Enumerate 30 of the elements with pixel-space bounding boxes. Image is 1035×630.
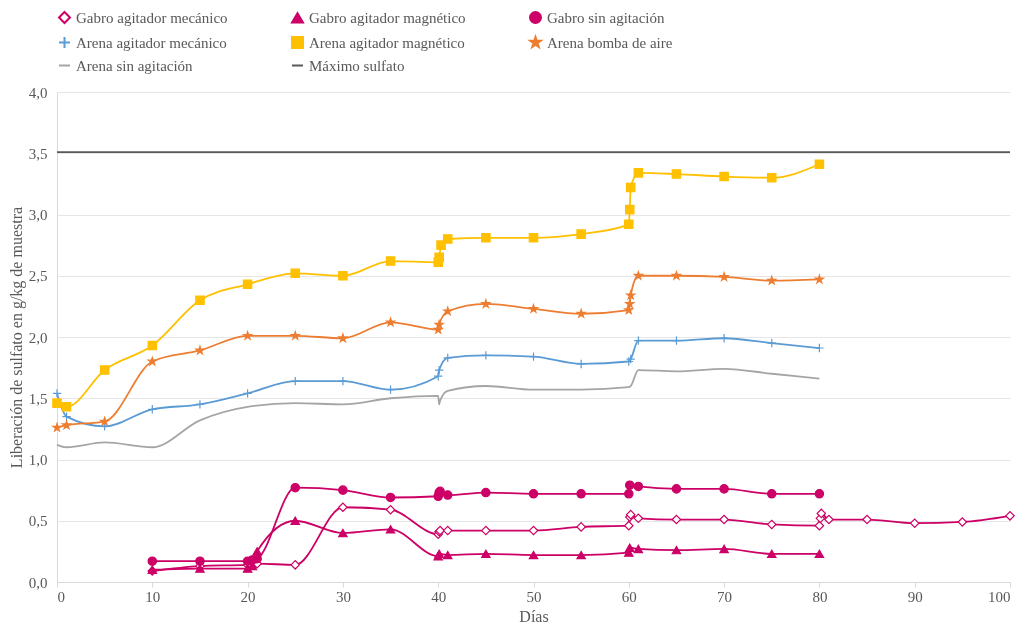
y-tick-label: 3,0	[28, 207, 48, 223]
x-tick-label: 80	[812, 588, 828, 605]
x-tick-label: 50	[526, 588, 542, 605]
legend-label: Gabro agitador mecánico	[76, 9, 228, 26]
y-tick-label: 2,0	[28, 329, 48, 346]
x-tick-label: 40	[431, 588, 447, 605]
x-tick-label: 30	[335, 588, 351, 605]
x-tick-label: 60	[621, 588, 637, 605]
y-tick-label: 0,0	[28, 574, 48, 591]
legend-label: Arena bomba de aire	[547, 34, 673, 51]
y-tick-label: 4,0	[28, 84, 48, 101]
legend-label: Máximo sulfato	[309, 57, 405, 74]
x-tick-label: 70	[717, 588, 733, 605]
x-tick-label: 100	[988, 588, 1011, 605]
x-tick-label: 90	[907, 588, 923, 605]
x-tick-label: 10	[145, 588, 161, 605]
y-tick-label: 2,5	[28, 268, 48, 285]
legend-label: Gabro agitador magnético	[309, 9, 466, 26]
y-tick-label: 3,5	[28, 145, 48, 162]
x-axis-title: Días	[519, 607, 549, 625]
y-tick-label: 0,5	[28, 513, 48, 530]
y-axis-title: Liberación de sulfato en g/kg de muestra	[7, 206, 26, 469]
legend-label: Gabro sin agitación	[547, 9, 665, 26]
legend-label: Arena agitador mecánico	[76, 34, 227, 51]
y-tick-label: 1,0	[28, 452, 48, 468]
x-tick-label: 0	[57, 588, 65, 605]
y-tick-label: 1,5	[28, 390, 48, 407]
x-tick-label: 20	[240, 588, 256, 605]
legend-label: Arena agitador magnético	[309, 34, 465, 51]
legend-label: Arena sin agitación	[76, 57, 194, 74]
